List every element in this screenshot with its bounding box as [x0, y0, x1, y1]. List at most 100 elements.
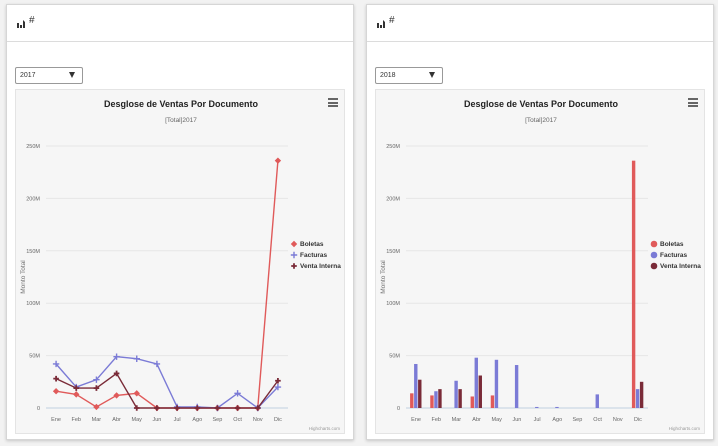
x-tick-label: Jun — [512, 417, 521, 423]
data-point — [113, 353, 120, 360]
data-point — [154, 405, 160, 411]
data-point — [52, 388, 60, 395]
legend-symbol — [650, 262, 658, 270]
y-axis-title: Monto Total — [20, 260, 27, 294]
hash-label: # — [29, 15, 35, 26]
chart-title: Desglose de Ventas Por Documento — [104, 99, 259, 109]
data-point — [275, 377, 281, 384]
legend-symbol — [290, 251, 298, 259]
y-tick-label: 150M — [26, 249, 40, 255]
year-select[interactable]: 2018 — [375, 67, 443, 84]
x-tick-label: Oct — [233, 417, 242, 423]
bar — [470, 396, 474, 408]
bar — [595, 394, 599, 408]
chart-subtitle: [Total]2017 — [165, 117, 197, 124]
x-tick-label: Ago — [552, 417, 562, 423]
x-tick-label: Nov — [613, 417, 623, 423]
data-point — [73, 391, 80, 398]
bar — [414, 363, 418, 408]
data-point — [274, 157, 282, 164]
legend-item: Boletas — [660, 241, 684, 248]
bar — [478, 375, 482, 408]
hamburger-icon[interactable] — [328, 98, 338, 107]
series-2 — [53, 370, 281, 411]
legend-symbol — [291, 263, 297, 269]
legend-item: Venta Interna — [300, 263, 341, 270]
chart-subtitle: [Total]2017 — [525, 117, 557, 124]
y-axis-title: Monto Total — [380, 260, 387, 294]
x-tick-label: Feb — [432, 417, 441, 423]
chart-container: Desglose de Ventas Por Documento [Total]2… — [375, 89, 705, 434]
x-tick-label: Dic — [634, 417, 642, 423]
data-point — [113, 370, 120, 377]
x-tick-label: Abr — [472, 417, 481, 423]
data-point — [113, 392, 120, 399]
x-tick-label: Mar — [92, 417, 102, 423]
x-tick-label: Ago — [192, 417, 202, 423]
bar — [438, 389, 442, 408]
y-tick-label: 100M — [386, 301, 400, 307]
data-point — [174, 405, 180, 411]
y-tick-label: 50M — [29, 354, 40, 360]
bar — [555, 406, 559, 408]
legend-item: Facturas — [660, 252, 687, 259]
legend-symbol — [650, 240, 658, 248]
data-point — [254, 405, 261, 411]
bar — [639, 381, 644, 408]
year-select[interactable]: 2017 — [15, 67, 83, 84]
y-tick-label: 250M — [26, 144, 40, 150]
y-tick-label: 200M — [26, 196, 40, 202]
data-point — [73, 385, 80, 391]
x-tick-label: Feb — [72, 417, 81, 423]
hamburger-icon[interactable] — [688, 98, 698, 107]
series-line — [55, 160, 279, 409]
year-select-value: 2017 — [20, 72, 36, 79]
series-line — [55, 372, 279, 409]
x-tick-label: May — [492, 417, 503, 423]
panel-left: # 2017 Desglose de Ventas Por Documento [… — [6, 4, 354, 440]
data-point — [274, 383, 282, 391]
data-point — [133, 405, 140, 411]
legend: Boletas Facturas Venta Interna — [650, 240, 701, 270]
x-tick-label: Abr — [112, 417, 121, 423]
data-point — [53, 375, 59, 382]
year-select-value: 2018 — [380, 72, 396, 79]
x-tick-label: Jul — [174, 417, 181, 423]
x-tick-label: Ene — [411, 417, 421, 423]
bar — [430, 395, 434, 408]
hash-label: # — [389, 15, 395, 26]
y-tick-label: 0 — [397, 406, 400, 412]
chart-container: Desglose de Ventas Por Documento [Total]2… — [15, 89, 345, 434]
bar — [490, 395, 495, 408]
data-point — [153, 360, 161, 368]
panel-right: # 2018 Desglose de Ventas Por Documento [… — [366, 4, 714, 440]
y-tick-label: 0 — [37, 406, 40, 412]
bar — [635, 389, 640, 408]
series-0 — [410, 160, 636, 408]
bar — [474, 357, 478, 408]
data-point — [93, 403, 100, 411]
legend: Boletas Facturas Venta Interna — [290, 240, 341, 270]
x-tick-label: Sep — [573, 417, 583, 423]
panel-header: # — [367, 5, 713, 42]
legend-item: Boletas — [300, 241, 324, 248]
data-point — [214, 405, 221, 411]
chart-icon[interactable] — [17, 19, 26, 28]
line-chart: Desglose de Ventas Por Documento [Total]2… — [20, 99, 341, 431]
x-tick-label: Oct — [593, 417, 602, 423]
chart-icon[interactable] — [377, 19, 386, 28]
series-0 — [52, 157, 282, 412]
y-tick-label: 100M — [26, 301, 40, 307]
bar — [434, 391, 438, 408]
chart-title: Desglose de Ventas Por Documento — [464, 99, 619, 109]
bar — [454, 380, 458, 408]
chevron-down-icon — [429, 72, 435, 78]
data-point — [93, 376, 100, 383]
legend-symbol — [650, 251, 658, 259]
credits-label: Highcharts.com — [309, 426, 341, 431]
x-tick-label: Jun — [152, 417, 161, 423]
x-tick-label: Mar — [452, 417, 462, 423]
bar-chart: Desglose de Ventas Por Documento [Total]2… — [380, 99, 701, 431]
y-tick-label: 150M — [386, 249, 400, 255]
y-tick-label: 250M — [386, 144, 400, 150]
